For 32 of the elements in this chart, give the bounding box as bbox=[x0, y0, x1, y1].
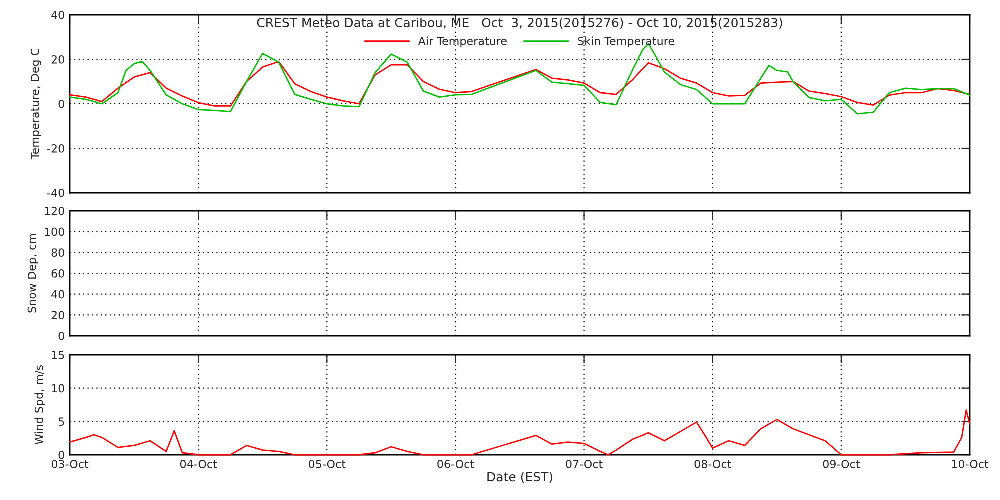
y-tick-label: 10 bbox=[52, 384, 64, 393]
y-tick-label: 40 bbox=[52, 10, 64, 20]
y-axis-title: Wind Spd, m/s bbox=[34, 366, 46, 445]
y-tick-label: 60 bbox=[52, 269, 64, 278]
x-tick-label: 10-Oct bbox=[952, 460, 989, 468]
y-tick-label: 20 bbox=[52, 55, 64, 64]
x-tick-label: 04-Oct bbox=[180, 460, 218, 468]
y-tick-label: 0 bbox=[58, 100, 64, 108]
y-tick-label: 120 bbox=[45, 206, 64, 216]
legend-label: Air Temperature bbox=[418, 36, 507, 48]
y-tick-label: -40 bbox=[48, 188, 64, 198]
x-tick-label: 07-Oct bbox=[566, 460, 603, 468]
y-tick-label: 0 bbox=[58, 332, 64, 340]
x-tick-label: 05-Oct bbox=[309, 460, 346, 468]
y-axis-title: Temperature, Deg C bbox=[30, 49, 42, 160]
y-tick-label: -20 bbox=[48, 144, 64, 153]
legend-label: Skin Temperature bbox=[578, 36, 674, 48]
y-tick-label: 100 bbox=[45, 228, 64, 236]
y-tick-label: 80 bbox=[52, 248, 64, 258]
y-axis-title: Snow Dep, cm bbox=[28, 234, 38, 313]
line-series bbox=[69, 61, 971, 107]
x-tick-label: 06-Oct bbox=[438, 460, 474, 468]
chart-title: CREST Meteo Data at Caribou, ME Oct 3, 2015(2015276) - Oct 10, 2015(2015283) bbox=[257, 18, 782, 29]
x-tick-label: 09-Oct bbox=[823, 460, 860, 468]
x-tick-label: 03-Oct bbox=[52, 460, 89, 468]
y-tick-label: 15 bbox=[52, 351, 64, 360]
x-axis-title: Date (EST) bbox=[488, 472, 552, 484]
x-tick-label: 08-Oct bbox=[694, 460, 732, 468]
y-tick-label: 0 bbox=[58, 450, 64, 460]
y-tick-label: 20 bbox=[52, 311, 64, 320]
y-tick-label: 40 bbox=[52, 290, 64, 299]
y-tick-label: 5 bbox=[58, 418, 64, 426]
